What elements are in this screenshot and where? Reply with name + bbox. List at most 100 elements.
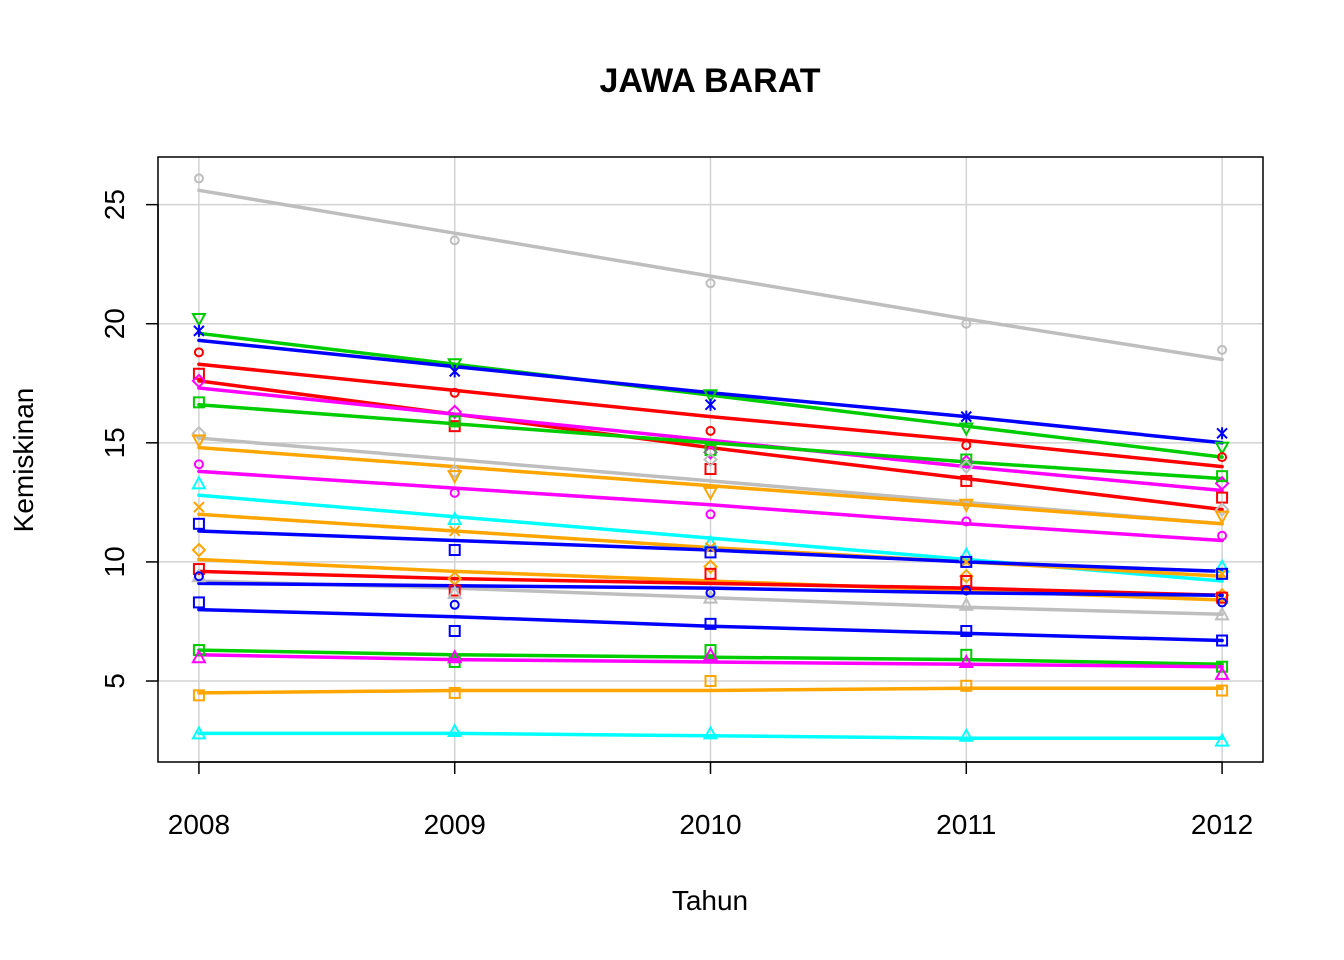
- series-19-trend-line: [197, 653, 1224, 669]
- series-12-point-0: [192, 517, 205, 530]
- series-21-point-2: [702, 725, 719, 740]
- series-19-point-3: [958, 653, 974, 668]
- series-8-point-0: [191, 434, 207, 449]
- x-tick-label-4: 2012: [1191, 809, 1253, 840]
- series-3-point-0: [193, 347, 204, 358]
- series-12-point-3: [960, 555, 973, 568]
- series-11-point-0: [193, 501, 205, 513]
- series-7-point-0: [191, 425, 207, 441]
- series-5-point-0: [191, 373, 207, 389]
- series-8-point-4: [1214, 510, 1230, 525]
- series-14-trend-line: [197, 569, 1224, 598]
- series-16-point-3: [961, 585, 972, 596]
- series-3-trend-line: [197, 362, 1224, 469]
- series-20-point-0: [192, 689, 205, 702]
- series-10-point-4: [1214, 558, 1230, 573]
- series-15-point-1: [447, 584, 463, 599]
- x-tick-label-1: 2009: [424, 809, 486, 840]
- series-2-point-0: [193, 324, 205, 337]
- series-9-point-0: [193, 459, 204, 470]
- series-8-point-2: [702, 486, 719, 501]
- series-1-point-3: [958, 422, 974, 437]
- series-20-point-1: [448, 686, 461, 699]
- series-14-point-0: [192, 563, 205, 576]
- series-9-point-1: [449, 487, 460, 498]
- series-8-point-3: [958, 498, 974, 513]
- series-7-point-4: [1214, 502, 1230, 517]
- series-18-trend-line: [197, 648, 1224, 667]
- series-19-point-0: [191, 649, 207, 664]
- series-6-point-2: [704, 443, 717, 456]
- series-9-point-2: [705, 509, 716, 520]
- series-6-trend-line: [197, 402, 1224, 481]
- series-11-point-1: [449, 525, 461, 537]
- series-0-trend-line: [197, 188, 1224, 362]
- series-20-point-2: [704, 675, 717, 688]
- series-15-point-3: [958, 596, 974, 611]
- series-19-point-4: [1214, 665, 1230, 680]
- series-4-point-2: [704, 463, 717, 476]
- x-axis: 2008 2009 2010 2011 2012: [168, 761, 1253, 840]
- series-12-trend-line: [197, 529, 1224, 574]
- series-0-point-3: [961, 318, 972, 329]
- series-11-point-3: [960, 556, 972, 568]
- series-2-point-4: [1216, 427, 1228, 440]
- series-13-point-0: [191, 542, 207, 558]
- y-tick-label-0: 5: [99, 673, 130, 689]
- series-2-point-3: [960, 410, 972, 423]
- y-tick-label-2: 15: [99, 427, 130, 458]
- series-6-point-1: [448, 415, 461, 428]
- x-tick-label-0: 2008: [168, 809, 230, 840]
- series-2-point-2: [704, 398, 717, 411]
- series-0-point-0: [193, 173, 204, 184]
- series-14-point-4: [1216, 591, 1229, 604]
- series-0-point-4: [1217, 344, 1228, 355]
- series-1-trend-line: [197, 331, 1224, 459]
- y-tick-label-4: 25: [99, 189, 130, 220]
- series-17-point-1: [448, 624, 461, 637]
- series-15-point-4: [1214, 606, 1230, 621]
- series-1-point-4: [1214, 441, 1230, 456]
- series-6-point-0: [192, 396, 205, 409]
- series-17-trend-line: [197, 607, 1224, 643]
- series-16-point-1: [449, 599, 460, 610]
- series-9-point-4: [1217, 530, 1228, 541]
- series-9-point-3: [961, 516, 972, 527]
- y-tick-label-1: 10: [99, 546, 130, 577]
- series-10-point-0: [191, 475, 207, 490]
- series-16-point-2: [705, 587, 716, 598]
- series-17-point-4: [1216, 634, 1229, 647]
- series-17-point-0: [192, 596, 205, 609]
- series-12-point-1: [448, 544, 461, 557]
- series-13-point-2: [703, 559, 718, 575]
- series-21-point-3: [958, 727, 974, 742]
- series-16-point-0: [193, 571, 204, 582]
- series-17-point-2: [704, 617, 717, 630]
- series-16-point-4: [1217, 597, 1228, 608]
- series-5-trend-line: [197, 386, 1224, 493]
- x-tick-label-3: 2011: [936, 809, 996, 840]
- series-18-point-0: [192, 644, 205, 657]
- series-20-point-3: [960, 679, 973, 692]
- series-20-trend-line: [197, 686, 1224, 695]
- series-21-trend-line: [197, 731, 1224, 740]
- series-7-point-1: [447, 463, 463, 479]
- x-tick-label-2: 2010: [679, 809, 741, 840]
- series-10-point-3: [958, 546, 974, 561]
- series-12-point-4: [1216, 567, 1229, 580]
- trend-lines: [197, 188, 1224, 740]
- series-12-point-2: [704, 546, 717, 559]
- series-8-point-1: [447, 470, 463, 485]
- series-18-point-4: [1216, 660, 1229, 673]
- series-10-point-1: [447, 510, 463, 526]
- series-14-point-2: [704, 567, 717, 580]
- chart-title: JAWA BARAT: [600, 62, 821, 100]
- series-3-point-4: [1217, 452, 1228, 463]
- series-2-point-1: [449, 365, 461, 378]
- series-19-point-1: [447, 649, 463, 664]
- series-7-point-3: [958, 459, 974, 475]
- y-axis: 5 10 15 20 25: [99, 189, 159, 689]
- series-0-point-1: [449, 235, 460, 246]
- series-15-point-2: [702, 589, 719, 604]
